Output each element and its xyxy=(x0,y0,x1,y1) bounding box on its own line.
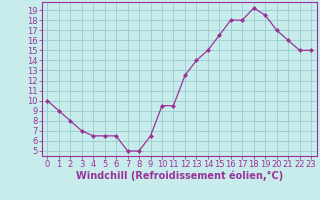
X-axis label: Windchill (Refroidissement éolien,°C): Windchill (Refroidissement éolien,°C) xyxy=(76,171,283,181)
